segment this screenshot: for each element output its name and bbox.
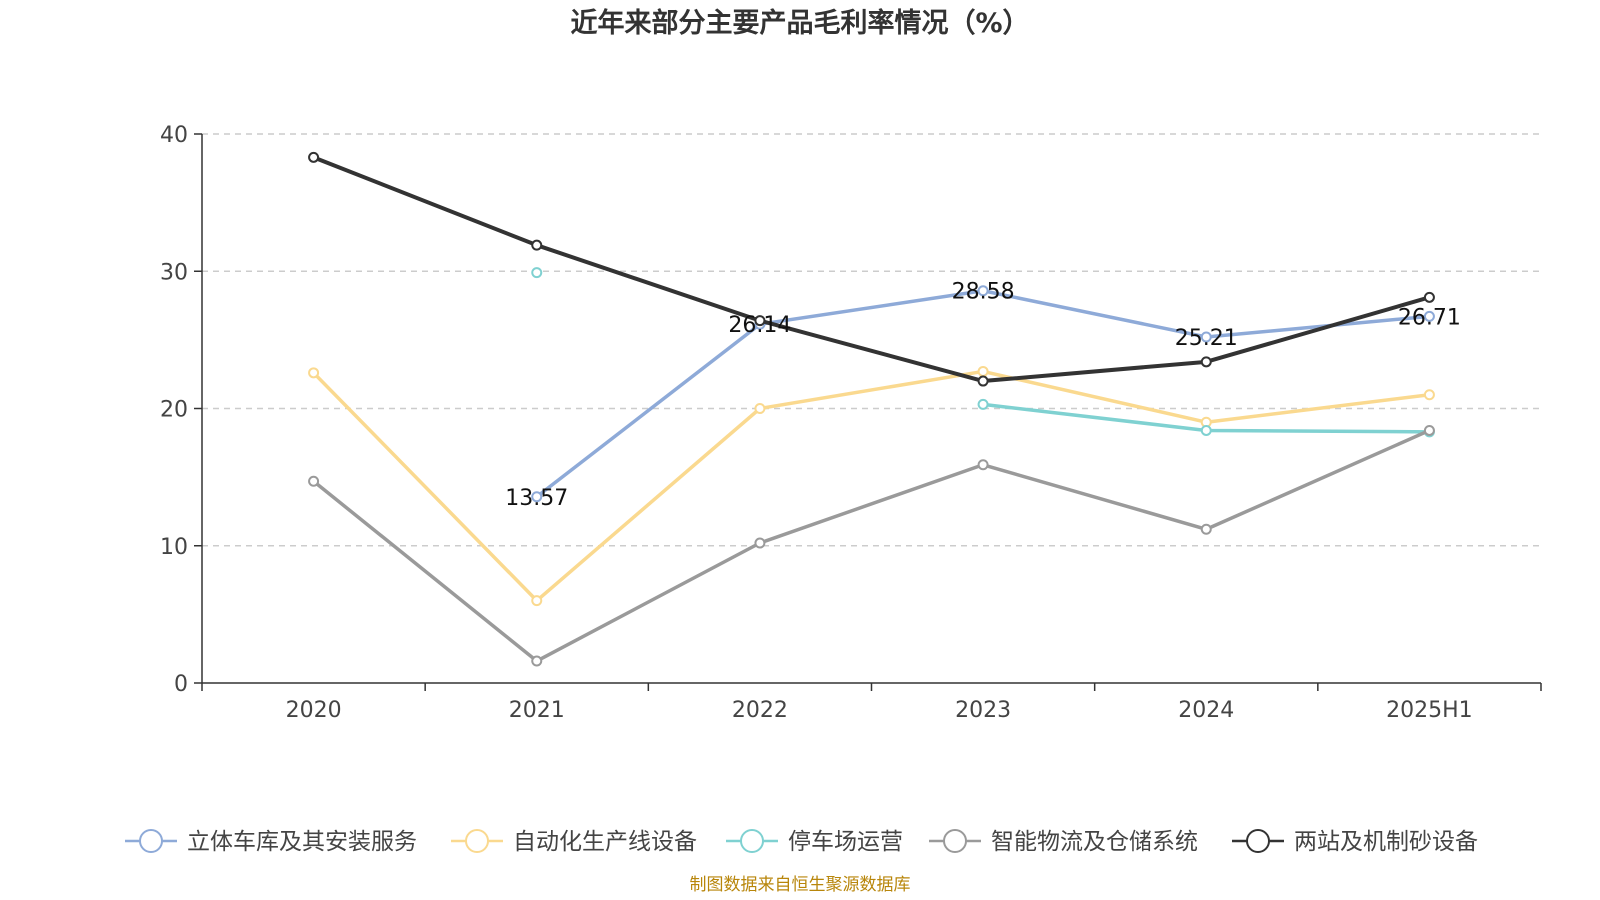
data-point <box>1423 291 1435 303</box>
data-point <box>308 475 320 487</box>
legend-marker <box>740 829 764 853</box>
x-tick-label: 2025H1 <box>1386 698 1473 723</box>
legend-label: 智能物流及仓储系统 <box>991 829 1198 855</box>
series-1 <box>531 285 1435 503</box>
data-point <box>308 151 320 163</box>
legend-item-3: 停车场运营 <box>726 829 903 855</box>
data-label: 25.21 <box>1175 326 1238 351</box>
legend-item-1: 立体车库及其安装服务 <box>125 829 417 855</box>
data-point <box>1200 356 1212 368</box>
data-point <box>977 285 989 297</box>
series-2 <box>308 365 1435 607</box>
chart-title: 近年来部分主要产品毛利率情况（%） <box>570 7 1029 39</box>
legend-item-4: 智能物流及仓储系统 <box>929 829 1198 855</box>
series-line <box>312 428 1431 663</box>
legend-label: 自动化生产线设备 <box>513 829 697 855</box>
grid-lines <box>202 133 1541 547</box>
legend-marker <box>465 829 489 853</box>
data-point <box>1423 389 1435 401</box>
source-note: 制图数据来自恒生聚源数据库 <box>690 875 911 895</box>
data-label: 26.71 <box>1398 305 1461 330</box>
data-point <box>531 655 543 667</box>
data-point <box>1423 310 1435 322</box>
data-point <box>977 365 989 377</box>
data-point <box>977 375 989 387</box>
legend-marker <box>1246 829 1270 853</box>
legend-label: 停车场运营 <box>788 829 903 855</box>
y-tick-label: 30 <box>160 260 188 285</box>
data-label: 13.57 <box>505 486 568 511</box>
x-tick-label: 2023 <box>955 698 1011 723</box>
legend: 立体车库及其安装服务 自动化生产线设备 停车场运营 智能物流及仓储系统 两站及机制砂设备 <box>125 829 1478 855</box>
data-point <box>754 537 766 549</box>
series-line <box>312 369 1430 603</box>
data-point <box>977 398 989 410</box>
data-point <box>1200 331 1212 343</box>
data-point <box>308 367 320 379</box>
data-label: 28.58 <box>952 280 1015 305</box>
y-tick-label: 0 <box>174 672 188 697</box>
legend-marker <box>139 829 163 853</box>
legend-label: 立体车库及其安装服务 <box>187 829 417 855</box>
data-point <box>1200 424 1212 436</box>
x-tick-label: 2024 <box>1178 698 1234 723</box>
x-tick-label: 2020 <box>286 698 342 723</box>
x-tick-label: 2021 <box>509 698 565 723</box>
data-point <box>531 595 543 607</box>
data-point <box>754 403 766 414</box>
series-line <box>312 155 1430 384</box>
legend-item-2: 自动化生产线设备 <box>451 829 697 855</box>
series-5 <box>308 151 1435 387</box>
y-tick-label: 40 <box>160 123 188 148</box>
data-point <box>531 267 543 279</box>
series-4 <box>308 424 1435 667</box>
axes: 0 10 20 30 40 2020 2021 2022 2023 2024 2025H1 <box>160 123 1542 723</box>
data-point <box>1200 523 1212 535</box>
legend-marker <box>943 829 967 853</box>
x-tick-label: 2022 <box>732 698 788 723</box>
legend-item-5: 两站及机制砂设备 <box>1232 829 1478 855</box>
data-point <box>531 239 543 251</box>
data-point <box>977 459 989 471</box>
data-point <box>531 491 543 503</box>
data-point <box>754 315 766 327</box>
data-labels: 13.57 26.14 28.58 25.21 26.71 <box>505 280 1461 511</box>
series-layer <box>308 151 1435 667</box>
y-tick-label: 20 <box>160 398 188 423</box>
data-point <box>1423 424 1435 436</box>
y-tick-label: 10 <box>160 535 188 560</box>
legend-label: 两站及机制砂设备 <box>1294 829 1478 855</box>
data-label: 26.14 <box>728 313 791 338</box>
